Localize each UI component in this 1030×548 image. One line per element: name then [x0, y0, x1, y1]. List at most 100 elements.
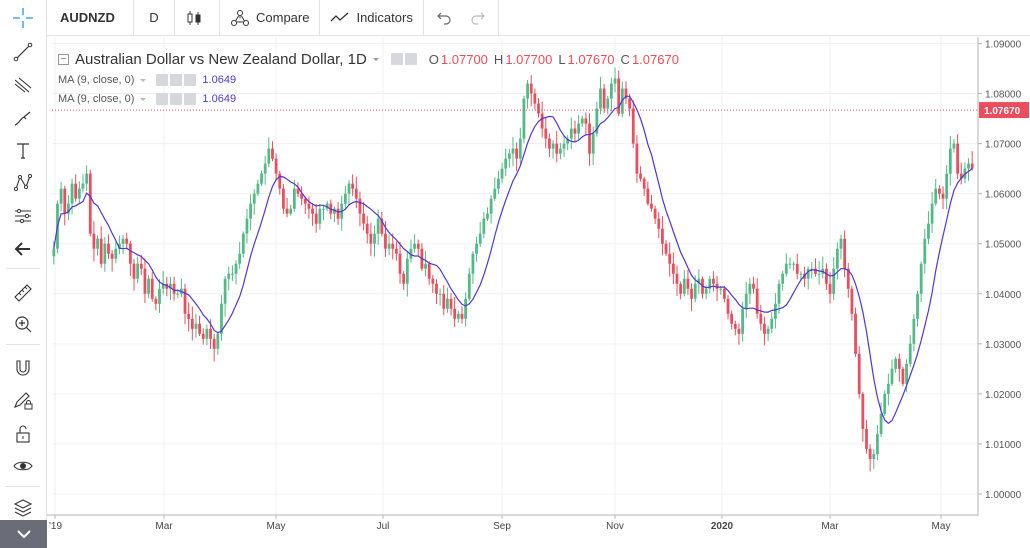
zoom-tool[interactable]: [0, 309, 46, 339]
settings-icon[interactable]: [390, 53, 403, 65]
candle-body: [781, 273, 785, 284]
interval-button[interactable]: D: [149, 10, 159, 25]
indicators-button[interactable]: Indicators: [320, 0, 422, 36]
low-label: L: [558, 51, 566, 67]
candle-body: [194, 323, 198, 329]
candle-body: [88, 173, 92, 234]
ma-legend-row: MA (9, close, 0) 1.0649: [58, 89, 679, 108]
time-tick-label: Nov: [606, 521, 624, 532]
candle-body: [657, 218, 661, 229]
candle-body: [70, 183, 74, 204]
chevron-down-icon[interactable]: [138, 94, 148, 104]
candle-body: [894, 358, 898, 369]
time-tick-label: Mar: [821, 521, 839, 532]
candle-body: [631, 108, 635, 144]
candle-body: [260, 173, 263, 184]
candle-body: [227, 273, 231, 279]
candle-body: [854, 313, 857, 354]
candle-body: [125, 238, 129, 244]
candle-body: [263, 163, 267, 174]
candle-body: [941, 193, 945, 199]
unlock-icon: [16, 425, 30, 443]
compare-button[interactable]: Compare: [220, 0, 319, 36]
close-icon[interactable]: [184, 92, 197, 105]
candle-body: [879, 413, 883, 434]
chevron-down-icon[interactable]: [371, 54, 381, 64]
candle-body: [143, 268, 147, 294]
chart-style-candles-button[interactable]: [175, 0, 219, 36]
candle-body: [712, 278, 715, 284]
crosshair-tool[interactable]: [0, 3, 46, 33]
price-tick-label: 1.06000: [985, 190, 1022, 201]
candle-body: [832, 268, 836, 294]
close-icon[interactable]: [184, 73, 197, 86]
candle-body: [766, 328, 770, 334]
candle-body: [883, 393, 887, 414]
candle-body: [63, 188, 67, 214]
more-tools-button[interactable]: [0, 520, 47, 548]
settings-icon[interactable]: [156, 73, 169, 86]
candle-body: [653, 208, 657, 219]
candle-body: [945, 173, 949, 199]
candle-body: [715, 283, 719, 289]
symbol-search-button[interactable]: AUDNZD: [60, 10, 115, 25]
candle-body: [562, 143, 566, 149]
redo-button[interactable]: [464, 0, 498, 36]
candle-body: [456, 313, 460, 319]
magnet-tool[interactable]: [0, 353, 46, 383]
fib-tool[interactable]: [0, 70, 46, 100]
candle-body: [453, 308, 457, 319]
candle-body: [908, 343, 912, 364]
candle-body: [77, 188, 81, 199]
candle-body: [759, 313, 763, 324]
candle-body: [639, 173, 642, 179]
candle-body: [784, 263, 788, 274]
close-value: 1.07670: [631, 51, 679, 67]
price-chart[interactable]: 1.09000 1.08000 1.07000 1.06000 1.05000 1.040…: [47, 37, 1030, 548]
chart-canvas[interactable]: 1.09000 1.08000 1.07000 1.06000 1.05000 1.040…: [47, 37, 1030, 548]
pattern-tool[interactable]: [0, 168, 46, 198]
object-tree-tool[interactable]: [0, 493, 46, 523]
indicators-label: Indicators: [356, 10, 413, 25]
candle-body: [726, 298, 730, 314]
close-label: C: [620, 51, 630, 67]
candle-body: [147, 278, 150, 294]
chevron-down-icon[interactable]: [138, 75, 148, 85]
toolbar-divider: [497, 0, 499, 36]
time-tick-label: May: [267, 521, 286, 532]
text-tool[interactable]: [0, 136, 46, 166]
candle-body: [296, 188, 300, 194]
candle-body: [569, 128, 573, 139]
candle-body: [952, 143, 956, 149]
brush-tool[interactable]: [0, 103, 46, 133]
stay-in-drawing-mode-tool[interactable]: [0, 386, 46, 416]
candle-body: [460, 313, 464, 319]
candle-body: [347, 183, 351, 194]
candle-body: [934, 188, 938, 204]
open-label: O: [428, 51, 439, 67]
candle-body: [518, 138, 522, 159]
candle-body: [763, 323, 766, 334]
candle-body: [198, 323, 201, 334]
collapse-legend-button[interactable]: −: [58, 53, 69, 65]
trend-line-tool[interactable]: [0, 37, 46, 67]
ma-label: MA (9, close, 0): [58, 92, 135, 105]
arrow-left-icon: [14, 242, 30, 256]
eye-icon[interactable]: [170, 73, 183, 86]
measure-tool[interactable]: [0, 278, 46, 308]
prediction-icon: [15, 208, 31, 224]
eye-icon[interactable]: [170, 92, 183, 105]
lock-drawings-tool[interactable]: [0, 419, 46, 449]
eye-icon[interactable]: [404, 53, 417, 65]
undo-button[interactable]: [424, 0, 464, 36]
candle-body: [99, 238, 103, 264]
candle-body: [544, 128, 548, 139]
hide-toolbar-button[interactable]: [0, 234, 46, 264]
hide-drawings-tool[interactable]: [0, 451, 46, 481]
magnet-icon: [16, 360, 30, 376]
zoom-in-icon: [15, 316, 32, 333]
candle-body: [92, 233, 96, 249]
candle-body: [391, 243, 395, 249]
prediction-tool[interactable]: [0, 201, 46, 231]
settings-icon[interactable]: [156, 92, 169, 105]
